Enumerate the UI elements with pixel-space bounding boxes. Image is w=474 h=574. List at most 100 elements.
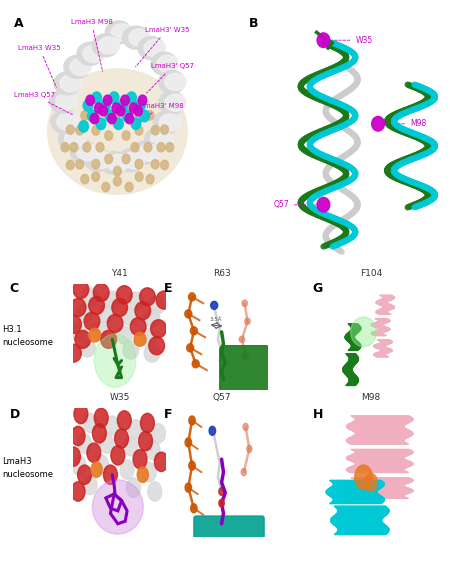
Circle shape [118, 100, 128, 111]
Circle shape [189, 461, 195, 470]
Circle shape [76, 160, 83, 169]
Text: B: B [248, 17, 258, 30]
Circle shape [192, 360, 199, 368]
Text: F104: F104 [360, 269, 382, 278]
Circle shape [102, 103, 109, 113]
Circle shape [92, 92, 101, 103]
Circle shape [117, 286, 132, 304]
Circle shape [70, 323, 86, 341]
Ellipse shape [111, 24, 133, 41]
Circle shape [189, 293, 196, 301]
Circle shape [105, 154, 113, 164]
Ellipse shape [159, 71, 185, 94]
Ellipse shape [76, 144, 98, 161]
Text: G: G [313, 282, 323, 296]
Circle shape [112, 103, 121, 113]
Circle shape [113, 177, 121, 186]
Circle shape [104, 291, 120, 309]
Ellipse shape [98, 37, 120, 54]
Circle shape [135, 113, 143, 123]
Circle shape [86, 95, 94, 106]
Circle shape [131, 142, 139, 152]
Circle shape [81, 111, 89, 120]
Circle shape [134, 332, 146, 346]
Ellipse shape [133, 141, 159, 164]
Ellipse shape [138, 37, 164, 60]
Ellipse shape [101, 152, 128, 174]
Ellipse shape [83, 45, 105, 63]
Text: LmaH3 M98: LmaH3 M98 [71, 19, 112, 71]
Circle shape [111, 445, 125, 465]
Ellipse shape [50, 90, 76, 113]
Circle shape [124, 437, 138, 456]
Circle shape [137, 467, 148, 482]
Ellipse shape [64, 130, 86, 148]
Ellipse shape [123, 26, 149, 49]
Circle shape [157, 142, 165, 152]
Ellipse shape [91, 151, 112, 168]
Circle shape [140, 413, 155, 433]
Circle shape [83, 142, 91, 152]
Circle shape [108, 114, 116, 124]
Circle shape [66, 447, 81, 466]
Circle shape [113, 108, 121, 118]
Circle shape [73, 281, 89, 298]
Circle shape [118, 411, 131, 430]
Circle shape [245, 318, 250, 324]
Circle shape [125, 114, 134, 124]
Circle shape [128, 420, 142, 439]
Ellipse shape [159, 91, 185, 114]
Circle shape [148, 482, 162, 501]
Circle shape [151, 126, 159, 135]
Circle shape [185, 310, 192, 318]
Circle shape [94, 408, 108, 428]
Ellipse shape [57, 113, 78, 130]
Circle shape [127, 478, 140, 497]
Ellipse shape [107, 154, 128, 172]
Circle shape [144, 309, 160, 327]
Circle shape [103, 465, 118, 484]
Circle shape [93, 284, 109, 302]
Ellipse shape [159, 114, 181, 131]
Circle shape [90, 114, 99, 124]
Text: H3.1
nucleosome: H3.1 nucleosome [2, 325, 54, 347]
Ellipse shape [351, 317, 376, 347]
Circle shape [80, 339, 95, 357]
Text: LmaH3' W35: LmaH3' W35 [136, 27, 189, 67]
Ellipse shape [92, 34, 118, 57]
Circle shape [242, 300, 247, 307]
Circle shape [91, 461, 102, 478]
Text: E: E [164, 282, 172, 296]
Circle shape [144, 344, 160, 362]
Circle shape [127, 92, 137, 103]
Circle shape [146, 174, 154, 184]
Text: M98: M98 [381, 119, 426, 128]
Text: LmaH3' M98: LmaH3' M98 [136, 103, 184, 125]
Text: W35: W35 [109, 393, 130, 402]
Text: LmaH3' Q57: LmaH3' Q57 [146, 63, 194, 93]
Circle shape [77, 305, 92, 323]
Circle shape [89, 328, 101, 342]
Circle shape [156, 291, 172, 309]
Circle shape [103, 95, 112, 106]
Circle shape [91, 113, 100, 123]
Circle shape [122, 154, 130, 164]
Circle shape [219, 499, 224, 507]
Circle shape [102, 183, 109, 192]
Circle shape [84, 312, 100, 330]
Text: D: D [9, 408, 20, 421]
Text: Q57: Q57 [212, 393, 231, 402]
Circle shape [133, 449, 147, 469]
Ellipse shape [47, 69, 187, 194]
Circle shape [210, 301, 218, 309]
Circle shape [78, 465, 91, 484]
Circle shape [146, 440, 160, 460]
Circle shape [98, 305, 114, 323]
Ellipse shape [165, 73, 186, 91]
Text: LmaH3 Q57: LmaH3 Q57 [14, 92, 73, 115]
Circle shape [109, 92, 119, 103]
Circle shape [105, 131, 113, 140]
Circle shape [122, 110, 132, 122]
Circle shape [70, 298, 86, 316]
Text: C: C [9, 282, 18, 296]
